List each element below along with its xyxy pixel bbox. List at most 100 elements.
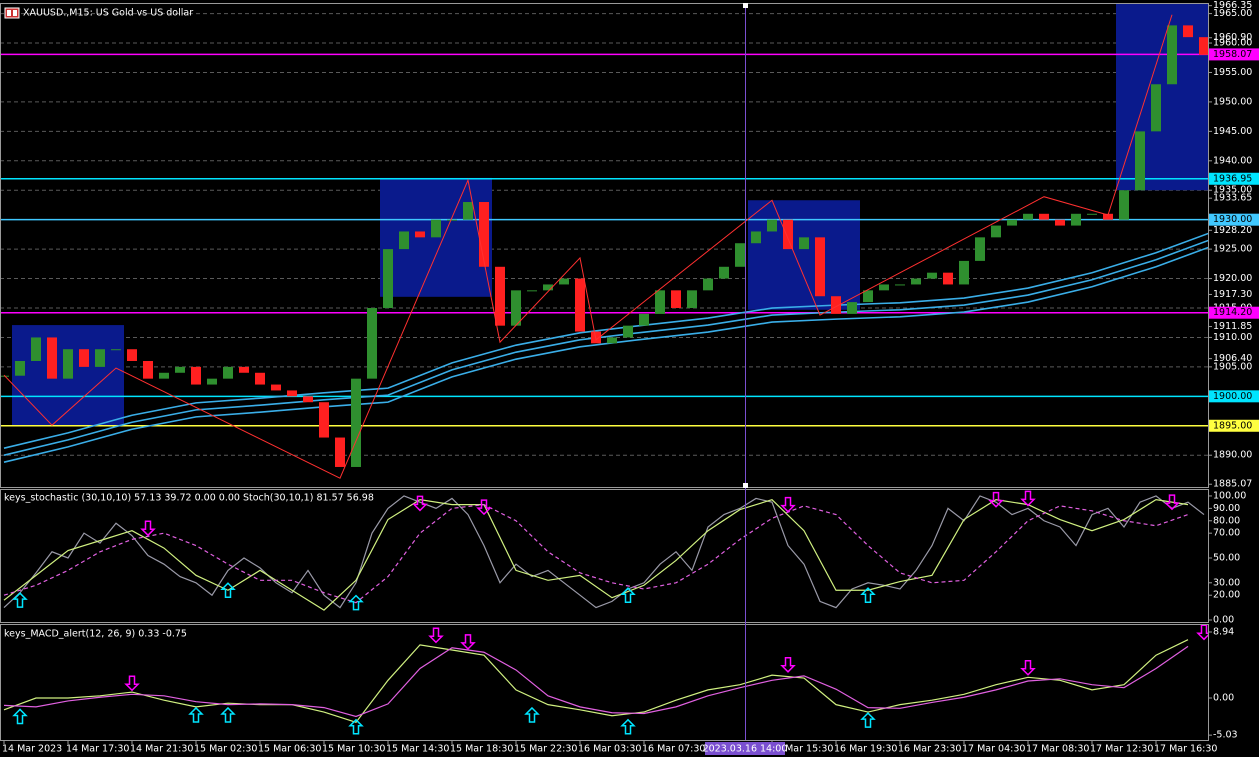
candle <box>415 231 425 238</box>
candle <box>895 284 905 286</box>
candle <box>911 278 921 285</box>
buy-arrow <box>220 706 236 723</box>
candle <box>63 349 73 379</box>
candle <box>959 260 969 285</box>
buy-arrow <box>220 582 236 598</box>
indicator-title: keys_MACD_alert(12, 26, 9) 0.33 -0.75 <box>4 629 187 640</box>
x-tick-label: 16 Mar 07:30 <box>642 744 705 755</box>
candle <box>543 284 553 291</box>
y-tick-label: 1925.00 <box>1213 244 1252 255</box>
y-tick-label: 1945.00 <box>1213 126 1252 137</box>
candle <box>79 349 89 367</box>
candle <box>463 202 473 220</box>
sell-arrow <box>1196 625 1208 641</box>
y-tick-label: 1933.65 <box>1213 193 1252 204</box>
candle <box>191 366 201 385</box>
candle <box>991 225 1001 238</box>
x-tick-label: 15 Mar 14:30 <box>386 744 449 755</box>
candle <box>15 360 25 376</box>
y-tick-label: 1910.00 <box>1213 332 1252 343</box>
x-tick-label: 14 Mar 17:30 <box>66 744 129 755</box>
zigzag <box>3 14 1173 479</box>
candle <box>863 290 873 303</box>
moving-average <box>3 232 1208 449</box>
y-tick-label: 1890.00 <box>1213 450 1252 461</box>
panel-border <box>0 624 1209 741</box>
y-tick-label: 100.00 <box>1213 490 1246 501</box>
y-tick-label: 1920.00 <box>1213 273 1252 284</box>
candle <box>1071 213 1081 226</box>
y-tick-label: 50.00 <box>1213 552 1240 563</box>
y-tick-label: 1966.35 <box>1213 0 1252 11</box>
y-tick-label: 1960.00 <box>1213 38 1252 49</box>
level-label-box <box>1209 213 1259 226</box>
candle <box>1103 213 1113 220</box>
sell-arrow <box>428 627 444 644</box>
candle <box>799 237 809 250</box>
sell-arrow <box>460 634 476 650</box>
candle <box>943 272 953 285</box>
candle <box>1055 219 1065 226</box>
buy-arrow <box>12 708 28 725</box>
y-tick-label: 1935.00 <box>1213 185 1252 196</box>
buy-arrow <box>620 587 636 603</box>
candle <box>1135 131 1145 191</box>
icon <box>4 7 20 19</box>
candle <box>639 313 649 326</box>
x-tick-label: 16 Mar 03:30 <box>578 744 641 755</box>
crosshair-marker <box>743 3 748 8</box>
candle <box>175 366 185 373</box>
level-label-box <box>1209 172 1259 185</box>
candle <box>559 278 569 285</box>
candle <box>383 249 393 309</box>
buy-arrow <box>860 712 876 728</box>
y-tick-label: 1960.90 <box>1213 32 1252 43</box>
candle <box>1087 213 1097 215</box>
price-panel <box>0 3 1208 479</box>
candle <box>815 237 825 297</box>
candle <box>303 396 313 403</box>
y-tick-label: 1885.07 <box>1213 479 1252 490</box>
indicator-line <box>3 645 1189 718</box>
y-tick-label: 90.00 <box>1213 503 1240 514</box>
candle <box>575 278 585 332</box>
y-tick-label: -5.03 <box>1213 730 1238 741</box>
x-tick-label: 15 Mar 10:30 <box>322 744 385 755</box>
indicator-line <box>3 498 1189 611</box>
stochastic-panel <box>3 490 1205 611</box>
candle <box>735 243 745 267</box>
crosshair-label: 2023.03.16 14:00 <box>703 744 788 755</box>
candle <box>207 378 217 385</box>
y-tick-label: 1917.30 <box>1213 289 1252 300</box>
candle <box>847 302 857 314</box>
y-tick-label: 0.00 <box>1213 693 1234 704</box>
x-tick-label: 16 Mar 15:30 <box>770 744 833 755</box>
candle <box>1023 213 1033 220</box>
sell-arrow <box>1164 494 1180 511</box>
x-tick-label: 16 Mar 19:30 <box>834 744 897 755</box>
buy-arrow <box>524 706 540 723</box>
sell-arrow <box>780 657 796 673</box>
candle <box>975 237 985 261</box>
candle <box>719 266 729 279</box>
candle <box>1039 213 1049 220</box>
candle <box>671 290 681 309</box>
candle <box>783 219 793 250</box>
level-label-box <box>1209 419 1259 432</box>
x-axis: 14 Mar 2023 14 Mar 17:30 14 Mar 21:30 15 Ma… <box>2 740 1217 755</box>
symbol-icon <box>4 7 20 19</box>
buy-arrow <box>12 592 28 608</box>
buy-arrow <box>620 718 636 735</box>
candle <box>1167 25 1177 85</box>
candle <box>687 290 697 309</box>
candle <box>511 290 521 326</box>
candle <box>351 378 361 467</box>
moving-average <box>3 239 1208 456</box>
macd-panel <box>3 625 1208 735</box>
x-tick-label: 17 Mar 08:30 <box>1026 744 1089 755</box>
candle <box>767 219 777 232</box>
level-label-box <box>1209 390 1259 403</box>
